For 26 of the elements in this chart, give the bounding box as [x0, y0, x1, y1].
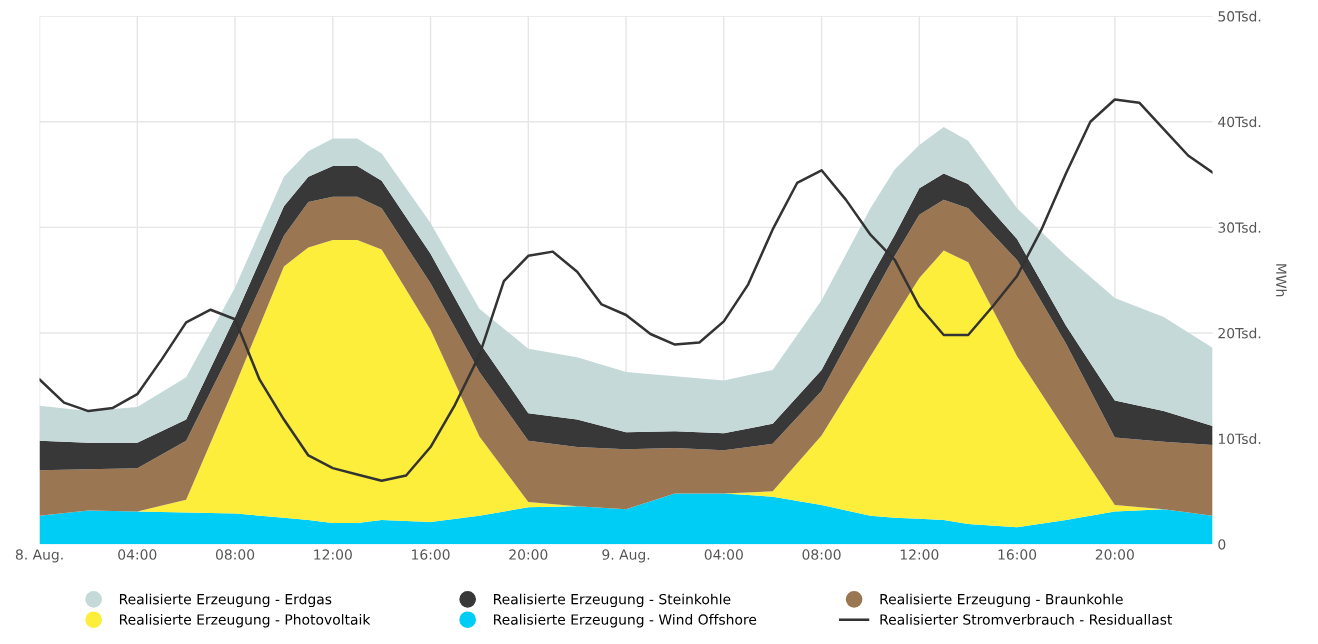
legend-label: Realisierte Erzeugung - Erdgas	[119, 593, 332, 608]
y-tick-label: 40Tsd.	[1218, 116, 1261, 128]
y-tick-label: 10Tsd.	[1218, 433, 1261, 445]
x-tick-label: 20:00	[509, 549, 548, 560]
x-tick-label: 04:00	[118, 549, 157, 560]
legend-label: Realisierte Erzeugung - Wind Offshore	[494, 614, 757, 628]
y-tick-label: 50Tsd.	[1218, 10, 1261, 22]
legend-label: Realisierte Erzeugung - Steinkohle	[494, 593, 731, 608]
x-tick-label: 12:00	[314, 549, 352, 560]
y-tick-label: 30Tsd.	[1218, 222, 1261, 233]
legend-label: Realisierte Erzeugung - Braunkohle	[880, 593, 1123, 608]
x-tick-label: 16:00	[412, 549, 450, 560]
x-tick-label: 16:00	[998, 549, 1037, 560]
x-tick-label: 04:00	[704, 549, 743, 560]
x-tick-label: 08:00	[802, 549, 841, 560]
legend-label: Realisierte Erzeugung - Photovoltaik	[119, 614, 371, 628]
legend-label: Realisierter Stromverbrauch - Residuallast	[880, 614, 1173, 625]
x-tick-label: 12:00	[900, 549, 939, 560]
x-tick-label: 8. Aug.	[15, 549, 63, 563]
x-tick-label: 20:00	[1095, 549, 1134, 560]
y-axis-title: MWh	[1276, 264, 1287, 297]
x-tick-label: 08:00	[215, 549, 255, 560]
line-series	[39, 98, 1213, 483]
x-tick-label: 9. Aug.	[602, 549, 650, 563]
y-tick-label: 0	[1218, 539, 1226, 550]
y-tick-label: 20Tsd.	[1218, 327, 1261, 339]
